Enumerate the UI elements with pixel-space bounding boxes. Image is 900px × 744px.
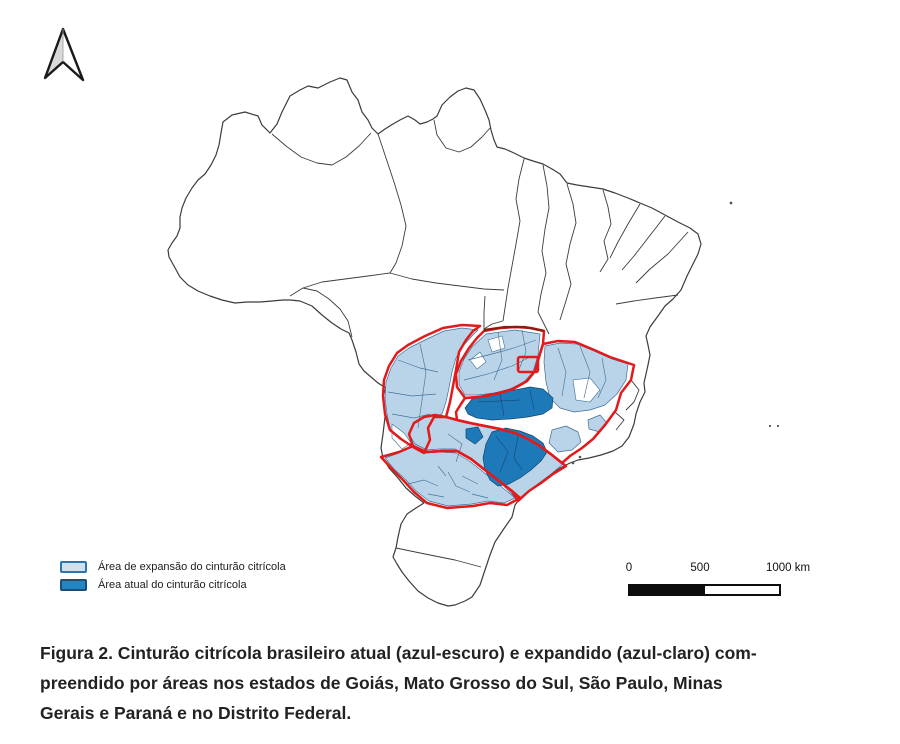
scale-tick-1000: 1000 km	[765, 562, 811, 574]
belt-distrito-federal	[516, 355, 540, 374]
goias-north-dark-border	[483, 325, 545, 333]
scale-bar: 0 500 1000 km	[618, 560, 828, 606]
caption-label: Figura 2.	[40, 643, 113, 663]
legend-item-current: Área atual do cinturão citrícola	[60, 576, 286, 594]
caption-line-1-text: Cinturão citrícola brasileiro atual (azu…	[112, 643, 757, 663]
legend-label-current: Área atual do cinturão citrícola	[98, 579, 247, 591]
scale-tick-0: 0	[625, 562, 633, 574]
island-dots	[571, 201, 780, 465]
belt-sao-paulo	[407, 413, 568, 503]
current-west-blob	[465, 426, 484, 445]
current-sao-paulo-cluster	[482, 427, 548, 487]
north-arrow-icon	[43, 27, 85, 82]
belt-parana	[379, 444, 522, 510]
expansion-mato-grosso-sul	[384, 327, 479, 452]
current-color-swatch	[60, 579, 87, 591]
scale-tick-500: 500	[690, 562, 710, 574]
state-borders	[271, 119, 689, 568]
expansion-minas-south	[548, 425, 582, 453]
figure-caption: Figura 2. Cinturão citrícola brasileiro …	[40, 638, 886, 728]
caption-line-3: Gerais e Paraná e no Distrito Federal.	[40, 703, 352, 723]
expansion-color-swatch	[60, 561, 87, 573]
map-legend: Área de expansão do cinturão citrícola Á…	[60, 558, 286, 594]
caption-line-2: preendido por áreas nos estados de Goiás…	[40, 673, 723, 693]
legend-label-expansion: Área de expansão do cinturão citrícola	[98, 561, 286, 573]
municipal-borders	[387, 329, 607, 499]
scale-bar-filled-half	[630, 586, 705, 594]
current-area-internal-lines	[477, 389, 535, 473]
caption-line-1: Figura 2. Cinturão citrícola brasileiro …	[40, 638, 886, 668]
legend-item-expansion: Área de expansão do cinturão citrícola	[60, 558, 286, 576]
scale-bar-rule	[628, 584, 781, 596]
